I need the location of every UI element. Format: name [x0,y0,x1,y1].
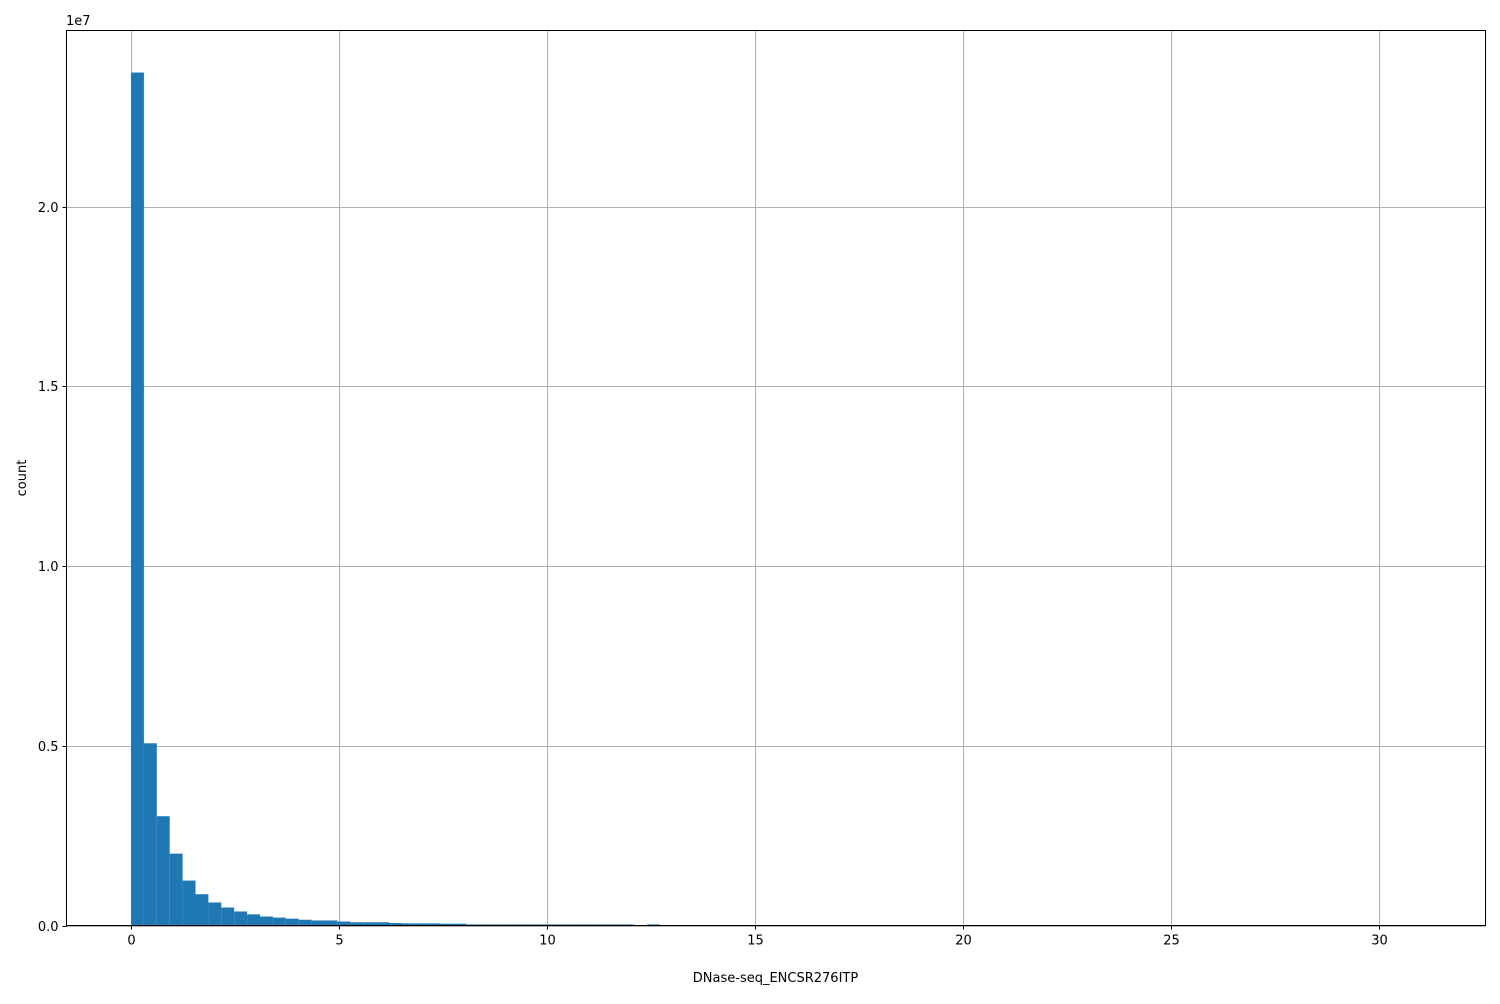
grid-lines [67,31,1486,927]
y-offset-label: 1e7 [66,14,91,29]
x-tick-label: 10 [539,934,556,949]
histogram-bar [183,881,196,926]
y-axis-ticks: 0.0 0.5 1.0 1.5 2.0 [38,201,67,935]
histogram-bars [131,73,1421,926]
histogram-bar [234,911,247,925]
x-tick-label: 20 [955,934,972,949]
y-tick-label: 1.0 [38,560,59,575]
histogram-bar [144,743,157,925]
histogram-bar [325,920,338,925]
histogram-bar [157,816,170,925]
y-tick-label: 0.0 [38,920,59,935]
y-tick-label: 2.0 [38,201,59,216]
x-axis-label: DNase-seq_ENCSR276ITP [693,971,859,986]
histogram-bar [208,902,221,925]
histogram-bar [299,920,312,926]
x-tick-label: 25 [1163,934,1180,949]
y-tick-label: 1.5 [38,380,59,395]
histogram-bar [312,920,325,925]
x-tick-label: 30 [1371,934,1388,949]
axes-frame [67,31,1486,926]
histogram-bar [170,854,183,926]
histogram-bar [260,917,273,926]
x-tick-label: 5 [335,934,343,949]
histogram-bar [221,908,234,926]
histogram-bar [286,919,299,926]
histogram-bar [196,894,209,925]
x-tick-label: 0 [127,934,135,949]
histogram-bar [247,914,260,925]
y-axis-label: count [15,460,30,497]
y-tick-label: 0.5 [38,740,59,755]
histogram-bar [131,73,144,926]
histogram-bar [273,918,286,926]
x-axis-ticks: 0 5 10 15 20 25 30 [127,926,1387,949]
histogram-bar [337,922,350,926]
x-tick-label: 15 [747,934,764,949]
